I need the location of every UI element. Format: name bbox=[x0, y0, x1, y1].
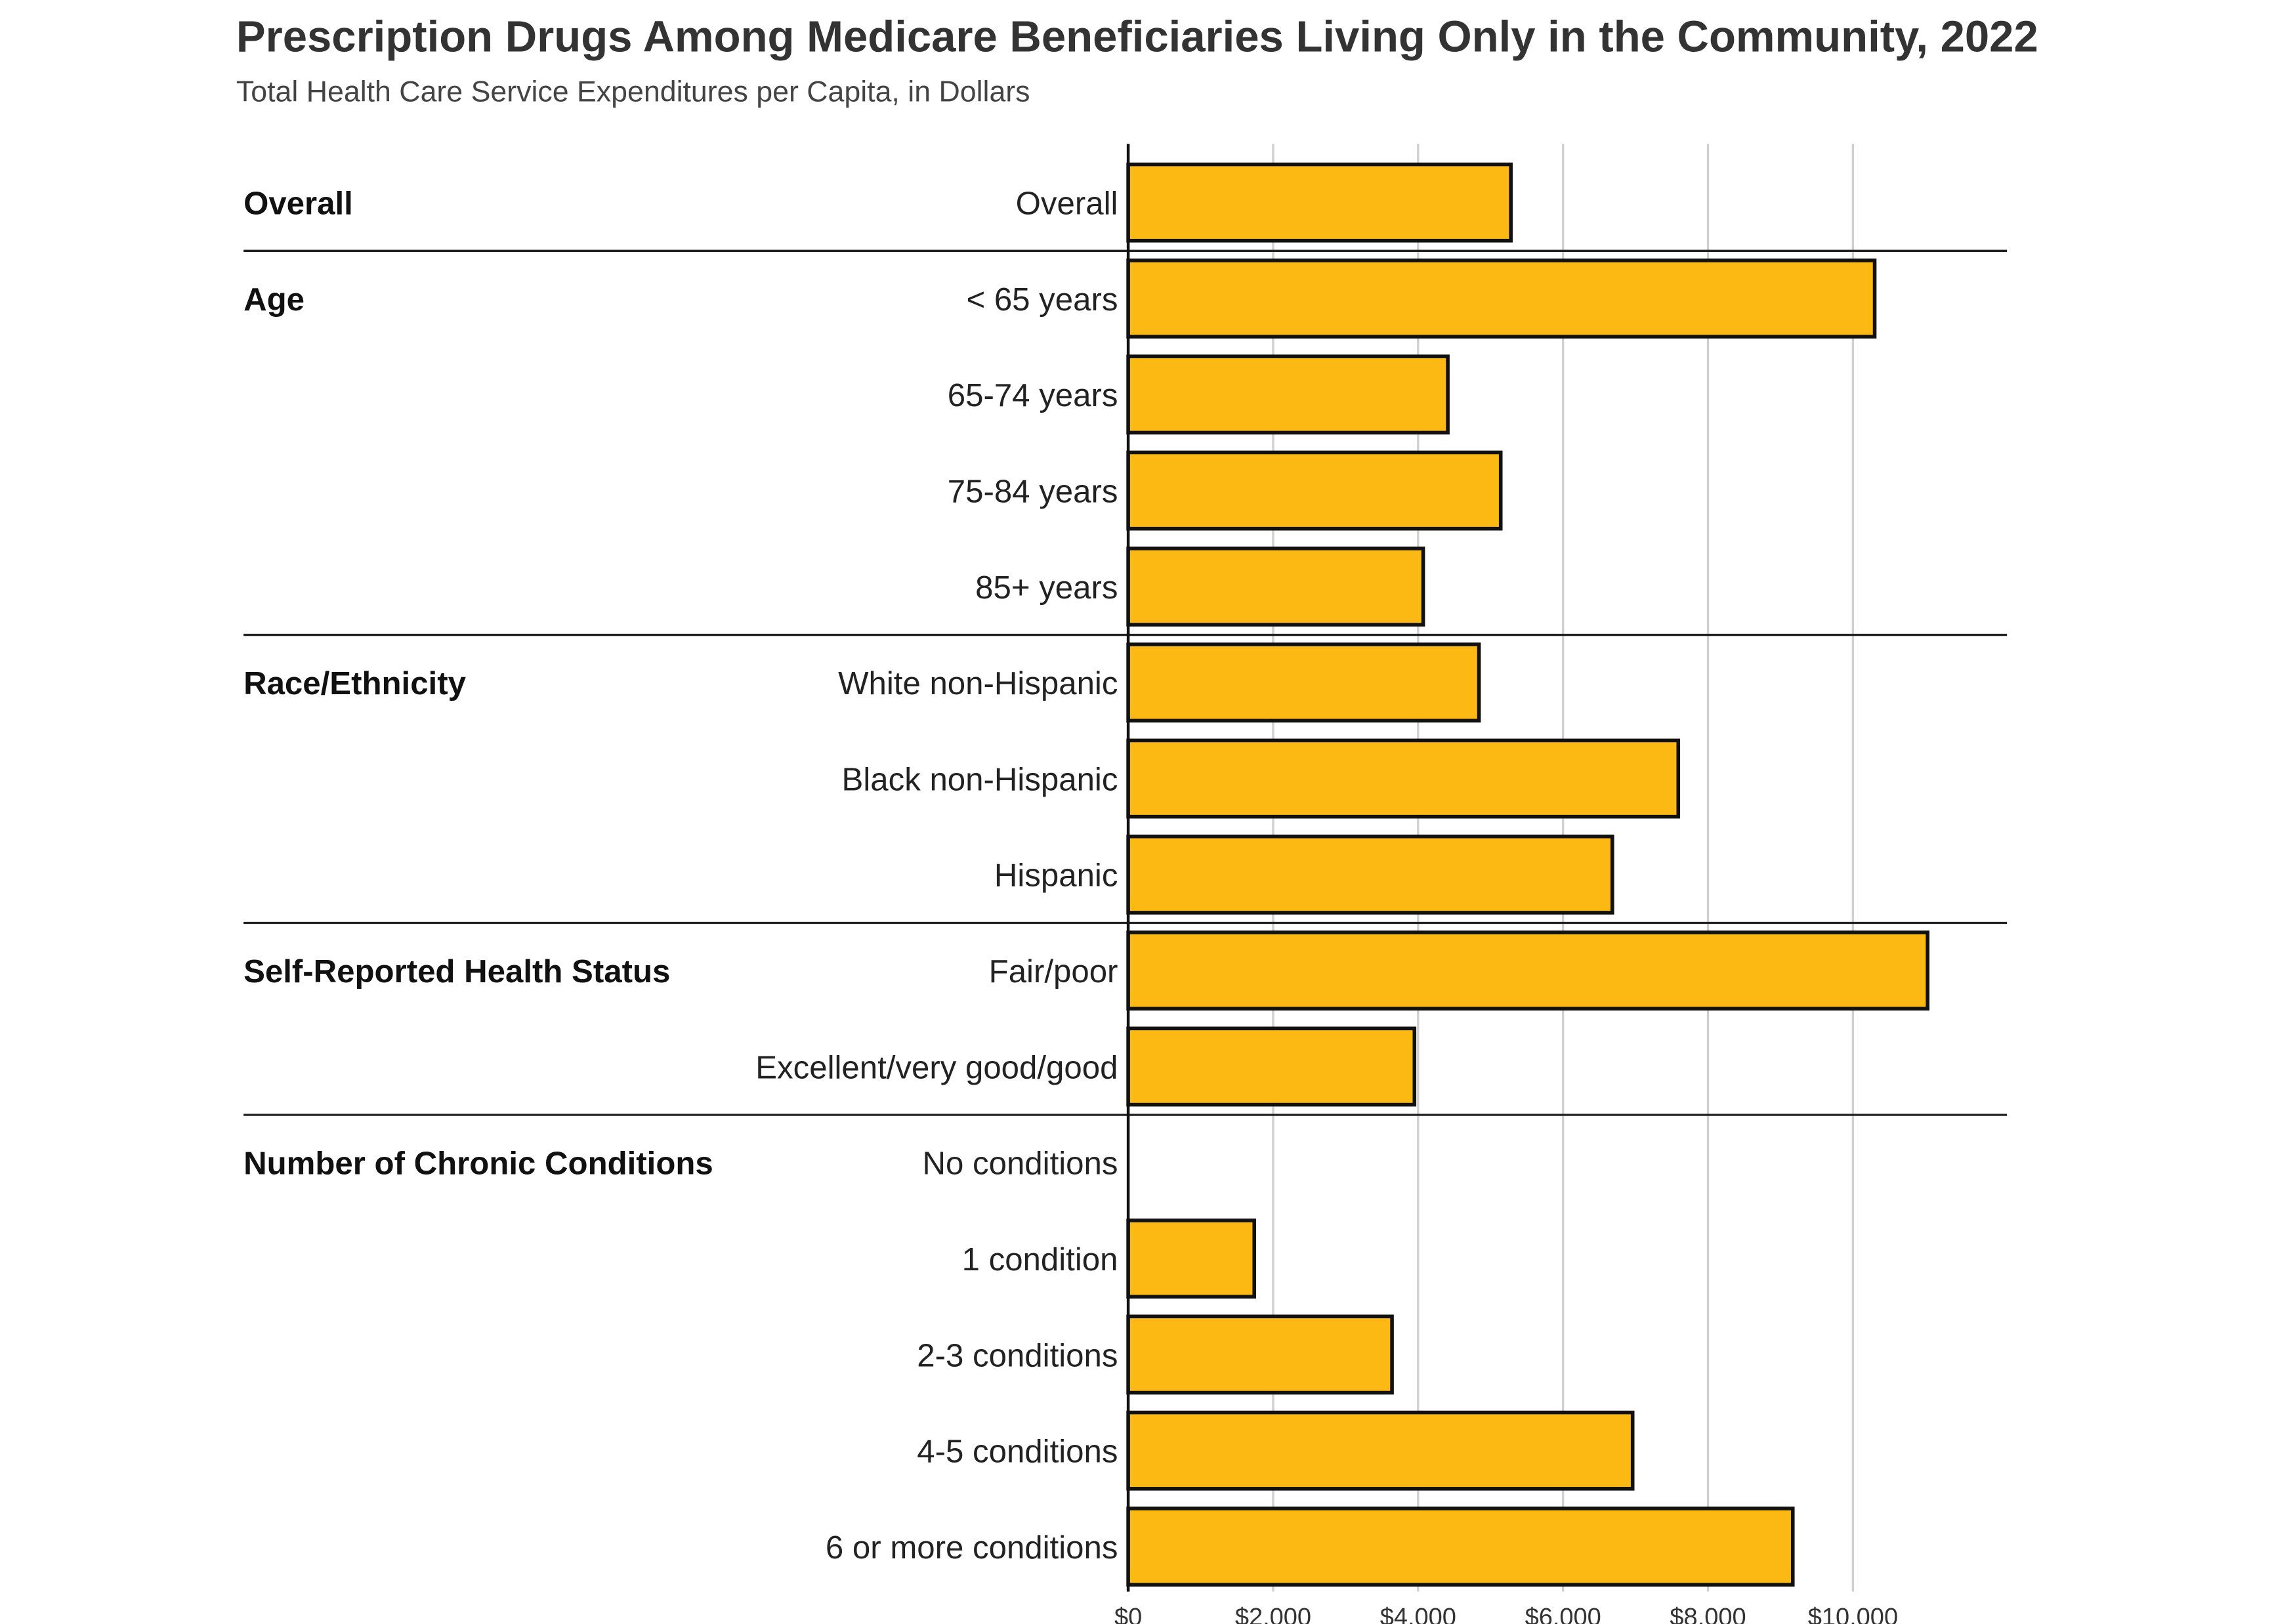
category-label: Overall bbox=[1016, 186, 1118, 222]
category-label: No conditions bbox=[923, 1146, 1118, 1182]
category-label: 6 or more conditions bbox=[826, 1530, 1118, 1566]
group-label: Overall bbox=[243, 186, 353, 222]
bar bbox=[1126, 642, 1481, 723]
group-label: Race/Ethnicity bbox=[243, 665, 467, 701]
category-label: White non-Hispanic bbox=[838, 665, 1118, 701]
x-axis-ticks: $0 $2,000 $4,000 $6,000 $8,000 $10,000 bbox=[1114, 144, 1898, 1624]
bar bbox=[1126, 1026, 1417, 1107]
category-label: Fair/poor bbox=[989, 953, 1118, 989]
group-label: Self-Reported Health Status bbox=[243, 953, 670, 989]
bar bbox=[1126, 162, 1513, 243]
x-tick-label: $0 bbox=[1114, 1604, 1142, 1624]
category-label: 75-84 years bbox=[948, 473, 1118, 509]
bar bbox=[1126, 450, 1503, 531]
bars bbox=[1126, 162, 1929, 1587]
bar bbox=[1126, 1218, 1257, 1299]
category-labels: Overall Overall Age < 65 years 65-74 years 75… bbox=[243, 186, 1118, 1566]
x-tick-label: $6,000 bbox=[1525, 1604, 1601, 1624]
bar bbox=[1126, 738, 1681, 819]
category-label: Black non-Hispanic bbox=[842, 761, 1118, 797]
bar bbox=[1126, 259, 1877, 339]
gridlines bbox=[243, 144, 2008, 1592]
bar bbox=[1126, 546, 1425, 627]
x-tick-label: $2,000 bbox=[1235, 1604, 1311, 1624]
category-label: 4-5 conditions bbox=[917, 1434, 1118, 1470]
category-label: 65-74 years bbox=[948, 377, 1118, 413]
chart-title: Prescription Drugs Among Medicare Benefi… bbox=[236, 12, 2038, 61]
x-tick-label: $8,000 bbox=[1670, 1604, 1746, 1624]
chart-subtitle: Total Health Care Service Expenditures p… bbox=[236, 75, 1030, 108]
group-label: Age bbox=[243, 281, 305, 318]
x-tick-label: $10,000 bbox=[1808, 1604, 1898, 1624]
category-label: 85+ years bbox=[975, 570, 1118, 606]
x-tick-label: $4,000 bbox=[1380, 1604, 1456, 1624]
category-label: Excellent/very good/good bbox=[755, 1049, 1118, 1085]
category-label: Hispanic bbox=[994, 858, 1118, 894]
bar bbox=[1126, 1507, 1795, 1587]
category-label: 2-3 conditions bbox=[917, 1337, 1118, 1373]
bar bbox=[1126, 930, 1929, 1011]
bar bbox=[1126, 354, 1450, 435]
bar bbox=[1126, 1314, 1394, 1395]
bar bbox=[1126, 834, 1614, 915]
group-label: Number of Chronic Conditions bbox=[243, 1146, 713, 1182]
category-label: < 65 years bbox=[966, 281, 1118, 318]
category-label: 1 condition bbox=[962, 1241, 1118, 1278]
bar bbox=[1126, 1410, 1635, 1491]
